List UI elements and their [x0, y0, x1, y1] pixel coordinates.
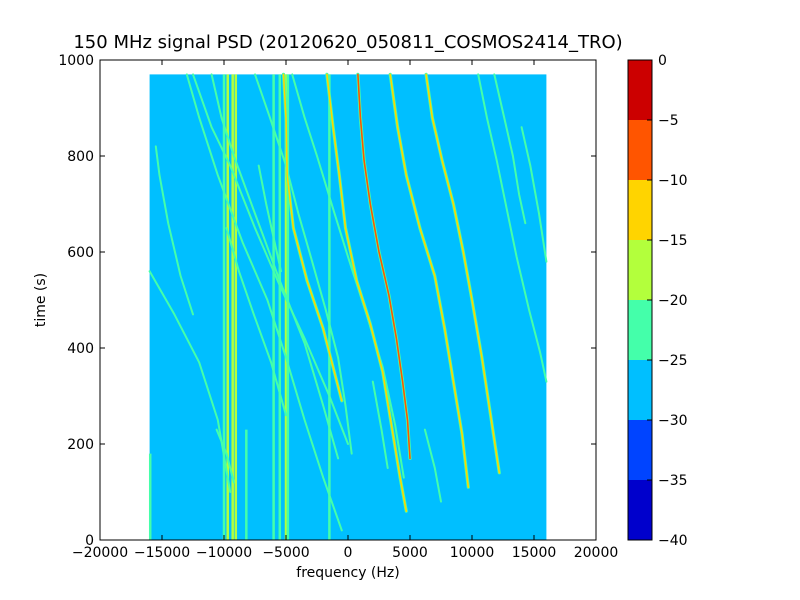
- x-axis-label: frequency (Hz): [296, 565, 399, 581]
- colorbar-band-3: [628, 300, 652, 360]
- y-tick-label: 200: [67, 437, 94, 453]
- x-axis-ticks: −20000 −15000 −10000 −5000 0 5000 10000 15000 20…: [72, 60, 618, 561]
- signal-trace-12: [477, 73, 548, 383]
- colorbar-tick-label: −35: [658, 473, 688, 489]
- signal-trace-11: [425, 73, 501, 474]
- colorbar-tick-label: 0: [658, 53, 667, 69]
- signal-trace-3: [192, 73, 349, 445]
- x-tick-label: 0: [344, 545, 353, 561]
- colorbar-band-6: [628, 120, 652, 180]
- colorbar-band-2: [628, 360, 652, 420]
- x-tick-label: 15000: [512, 545, 557, 561]
- y-tick-label: 1000: [58, 53, 94, 69]
- colorbar-tick-label: −15: [658, 233, 688, 249]
- y-tick-label: 0: [85, 533, 94, 549]
- x-tick-label: 5000: [392, 545, 428, 561]
- signal-trace-8: [326, 73, 408, 512]
- y-tick-label: 800: [67, 149, 94, 165]
- colorbar-band-4: [628, 240, 652, 300]
- y-axis-label: time (s): [33, 273, 49, 327]
- colorbar-tick-label: −40: [658, 533, 688, 549]
- signal-trace-6: [282, 73, 343, 402]
- signal-trace-13: [493, 73, 527, 225]
- colorbar-band-5: [628, 180, 652, 240]
- signal-trace-10: [389, 73, 470, 488]
- x-tick-label: 20000: [574, 545, 619, 561]
- colorbar-tick-label: −5: [658, 113, 679, 129]
- plot-frame: [99, 59, 597, 541]
- signal-trace-14: [520, 126, 548, 263]
- signal-trace-5: [254, 73, 353, 455]
- signal-trace-16: [225, 227, 287, 417]
- colorbar: 0 −5 −10 −15 −20 −25 −30 −35 −40: [627, 53, 688, 549]
- colorbar-band-1: [628, 420, 652, 480]
- chart-title: 150 MHz signal PSD (20120620_050811_COSM…: [73, 32, 622, 53]
- x-tick-label: −15000: [134, 545, 190, 561]
- spectrogram-image: [148, 72, 548, 541]
- signal-trace-15: [257, 164, 282, 273]
- signal-trace-7: [291, 73, 405, 479]
- colorbar-tick-label: −20: [658, 293, 688, 309]
- x-tick-label: −5000: [262, 545, 309, 561]
- y-tick-label: 600: [67, 245, 94, 261]
- signal-trace-18: [371, 380, 389, 469]
- spectrogram-background: [149, 74, 547, 541]
- colorbar-tick-label: −30: [658, 413, 688, 429]
- colorbar-ticks: 0 −5 −10 −15 −20 −25 −30 −35 −40: [647, 53, 688, 549]
- signal-trace-2: [185, 73, 343, 532]
- x-tick-label: 10000: [450, 545, 495, 561]
- colorbar-bands: [628, 60, 652, 540]
- signal-trace-9: [357, 73, 411, 460]
- plot-area: −20000 −15000 −10000 −5000 0 5000 10000 15000 20…: [58, 53, 618, 561]
- colorbar-band-0: [628, 480, 652, 540]
- signal-trace-4: [210, 73, 340, 460]
- colorbar-band-7: [628, 60, 652, 120]
- signal-trace-17: [215, 428, 235, 484]
- signal-trace-19: [423, 428, 442, 503]
- colorbar-tick-label: −25: [658, 353, 688, 369]
- x-tick-label: −20000: [72, 545, 128, 561]
- signal-trace-1: [154, 145, 194, 316]
- y-tick-label: 400: [67, 341, 94, 357]
- colorbar-tick-label: −10: [658, 173, 688, 189]
- x-tick-label: −10000: [196, 545, 252, 561]
